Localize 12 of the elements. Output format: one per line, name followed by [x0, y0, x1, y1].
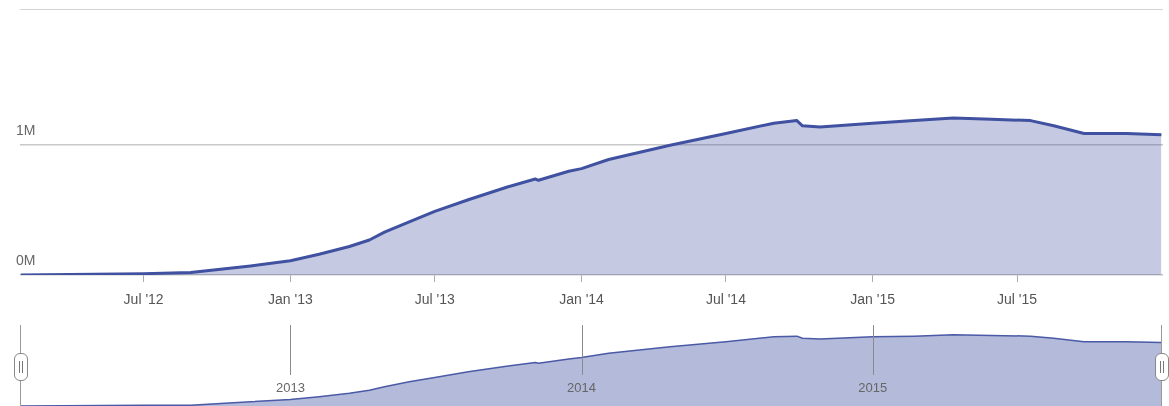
- x-tick-label: Jan '15: [850, 291, 896, 308]
- x-tick-label: Jan '13: [268, 291, 313, 308]
- y-tick-label: 0M: [16, 251, 36, 268]
- x-tick-label: Jul '15: [997, 291, 1038, 308]
- x-tick-label: Jan '14: [559, 291, 605, 308]
- x-tick-label: Jul '14: [705, 291, 747, 308]
- x-tick-label: 2013: [275, 380, 305, 395]
- x-tick-label: Jul '12: [123, 291, 164, 308]
- y-tick-label: 1M: [16, 122, 36, 139]
- x-tick-label: 2015: [858, 380, 888, 395]
- x-tick-label: Jul '13: [414, 291, 455, 308]
- x-tick-label: 2014: [567, 380, 596, 395]
